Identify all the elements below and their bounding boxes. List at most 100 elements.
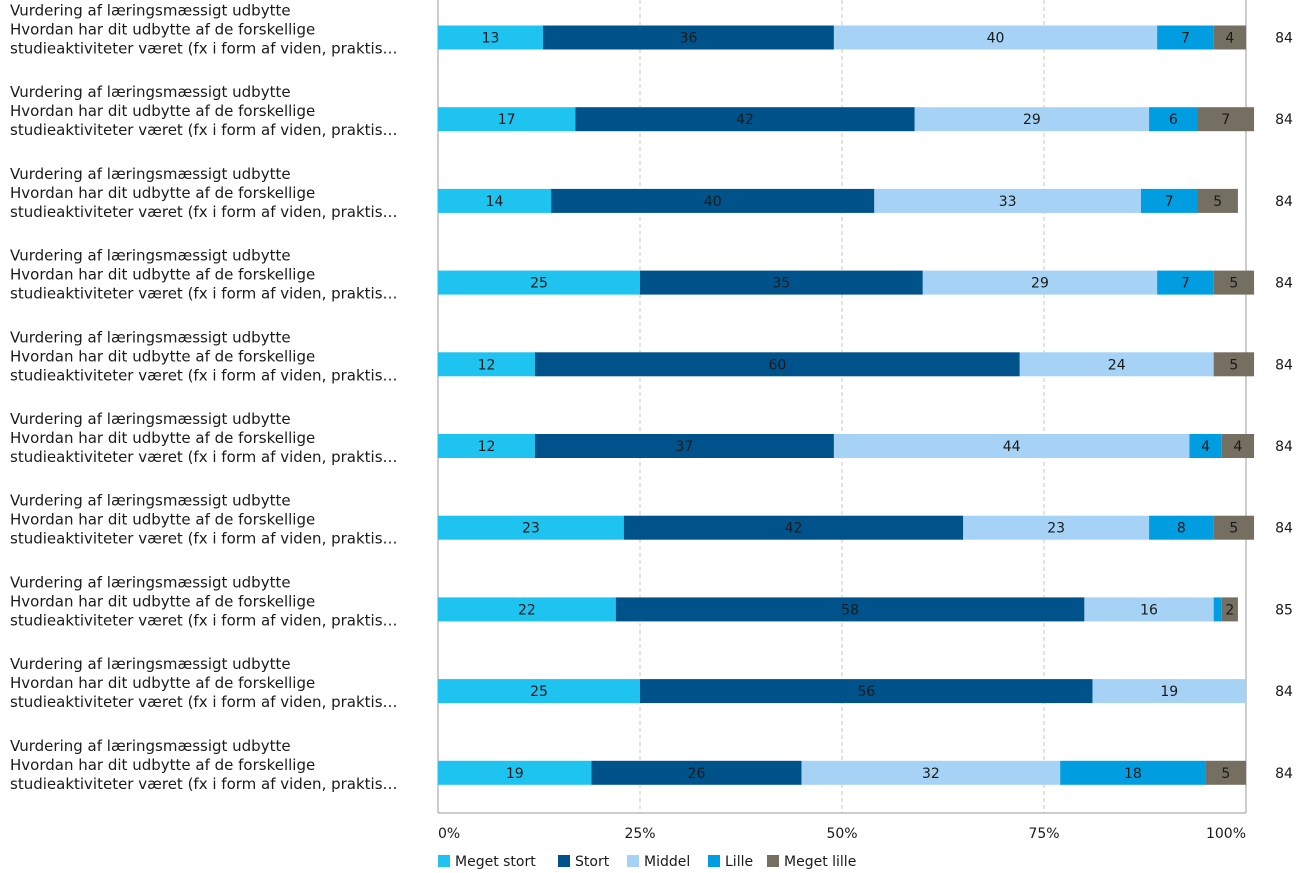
row-labels: Vurdering af læringsmæssigt udbytte Hvord… [10, 2, 398, 793]
legend-swatch [558, 855, 570, 867]
data-label: 16 [1140, 602, 1158, 618]
data-label: 58 [841, 602, 859, 618]
bar-segment [833, 434, 1190, 458]
bar-segment [914, 107, 1150, 132]
bar-segment [438, 760, 592, 785]
data-label: 17 [498, 112, 516, 128]
category-label-line: Vurdering af læringsmæssigt udbytte [10, 410, 291, 428]
data-label: 42 [785, 521, 803, 537]
bar-segment [1205, 760, 1246, 785]
bar-segment [963, 515, 1150, 540]
bar-segment [801, 760, 1061, 785]
data-label: 24 [1108, 357, 1126, 373]
data-label: 29 [1031, 276, 1049, 292]
n-count: 84 [1275, 276, 1293, 292]
legend: Meget stort Stort Middel Lille Meget lille [438, 854, 856, 870]
category-label-line: studieaktiviteter været (fx i form af vi… [10, 530, 398, 548]
bar-segment [591, 760, 802, 785]
data-label: 32 [922, 766, 940, 782]
n-count: 84 [1275, 112, 1293, 128]
bar-segment [1157, 270, 1214, 295]
category-label-line: Vurdering af læringsmæssigt udbytte [10, 492, 291, 510]
bar-segment [640, 679, 1093, 704]
bar-segment [640, 270, 923, 295]
n-count: 84 [1275, 194, 1293, 210]
x-tick-label: 75% [1028, 826, 1059, 842]
category-label-line: studieaktiviteter været (fx i form af vi… [10, 448, 398, 466]
category-label: Vurdering af læringsmæssigt udbytte Hvord… [10, 247, 398, 303]
bar-segment [543, 25, 834, 50]
data-label: 7 [1181, 276, 1190, 292]
data-label: 7 [1221, 112, 1230, 128]
category-label-line: Vurdering af læringsmæssigt udbytte [10, 573, 291, 591]
category-label-line: studieaktiviteter været (fx i form af vi… [10, 203, 398, 221]
category-label-line: studieaktiviteter været (fx i form af vi… [10, 40, 398, 58]
data-label: 35 [772, 276, 790, 292]
data-label: 4 [1225, 31, 1234, 47]
bar-segment [575, 107, 915, 132]
data-label: 42 [736, 112, 754, 128]
x-tick-label: 100% [1206, 826, 1246, 842]
data-label: 12 [478, 357, 496, 373]
data-label: 13 [482, 31, 500, 47]
data-label: 40 [704, 194, 722, 210]
category-label: Vurdering af læringsmæssigt udbytte Hvord… [10, 165, 398, 221]
category-label: Vurdering af læringsmæssigt udbytte Hvord… [10, 737, 398, 793]
x-tick-label: 50% [826, 826, 857, 842]
bar-segment [1221, 434, 1255, 458]
category-label-line: Hvordan har dit udbytte af de forskellig… [10, 184, 315, 202]
legend-swatch [438, 855, 450, 867]
bar-segment [534, 434, 834, 458]
category-label: Vurdering af læringsmæssigt udbytte Hvord… [10, 328, 398, 384]
data-label: 5 [1229, 357, 1238, 373]
bar-segment [1092, 679, 1246, 704]
bar-segment [1019, 352, 1214, 377]
data-label: 36 [680, 31, 698, 47]
category-label-line: studieaktiviteter været (fx i form af vi… [10, 121, 398, 139]
category-label-line: Hvordan har dit udbytte af de forskellig… [10, 347, 315, 365]
data-label: 23 [1047, 521, 1065, 537]
category-label-line: Vurdering af læringsmæssigt udbytte [10, 737, 291, 755]
category-label-line: Hvordan har dit udbytte af de forskellig… [10, 592, 315, 610]
category-label: Vurdering af læringsmæssigt udbytte Hvord… [10, 83, 398, 139]
data-label: 8 [1177, 521, 1186, 537]
category-label-line: Hvordan har dit udbytte af de forskellig… [10, 756, 315, 774]
bars: 13 36 40 7 417 42 29 6 714 40 33 7 525 35 29 7 512 60 24 51… [438, 25, 1255, 785]
category-label-line: studieaktiviteter været (fx i form af vi… [10, 366, 398, 384]
data-label: 44 [1003, 439, 1021, 455]
data-label: 33 [999, 194, 1017, 210]
bar-segment [623, 515, 964, 540]
n-count: 84 [1275, 31, 1293, 47]
bar-segment [1197, 188, 1238, 213]
category-label-line: Hvordan har dit udbytte af de forskellig… [10, 102, 315, 120]
data-label: 18 [1124, 766, 1142, 782]
bar-segment [922, 270, 1158, 295]
data-label: 5 [1229, 276, 1238, 292]
bar-segment [438, 270, 640, 295]
data-label: 5 [1213, 194, 1222, 210]
category-label-line: Vurdering af læringsmæssigt udbytte [10, 247, 291, 265]
data-label: 40 [987, 31, 1005, 47]
bar-segment [1213, 25, 1246, 50]
category-label-line: Vurdering af læringsmæssigt udbytte [10, 83, 291, 101]
category-label-line: studieaktiviteter været (fx i form af vi… [10, 285, 398, 303]
category-label-line: studieaktiviteter været (fx i form af vi… [10, 611, 398, 629]
data-label: 14 [486, 194, 504, 210]
category-label-line: Vurdering af læringsmæssigt udbytte [10, 2, 291, 20]
category-label-line: Vurdering af læringsmæssigt udbytte [10, 328, 291, 346]
bar-segment [1140, 188, 1198, 213]
category-label-line: Hvordan har dit udbytte af de forskellig… [10, 511, 315, 529]
data-label: 5 [1229, 521, 1238, 537]
bar-segment [1149, 515, 1214, 540]
bar-segment [438, 188, 552, 213]
data-label: 26 [688, 766, 706, 782]
category-label-line: Hvordan har dit udbytte af de forskellig… [10, 266, 315, 284]
n-count: 84 [1275, 357, 1293, 373]
data-label: 37 [676, 439, 694, 455]
respondent-counts: 84 84 84 84 84 84 84 85 84 84 [1275, 31, 1293, 782]
legend-swatch [627, 855, 639, 867]
data-label: 12 [478, 439, 496, 455]
category-label-line: Hvordan har dit udbytte af de forskellig… [10, 429, 315, 447]
data-label: 25 [530, 276, 548, 292]
